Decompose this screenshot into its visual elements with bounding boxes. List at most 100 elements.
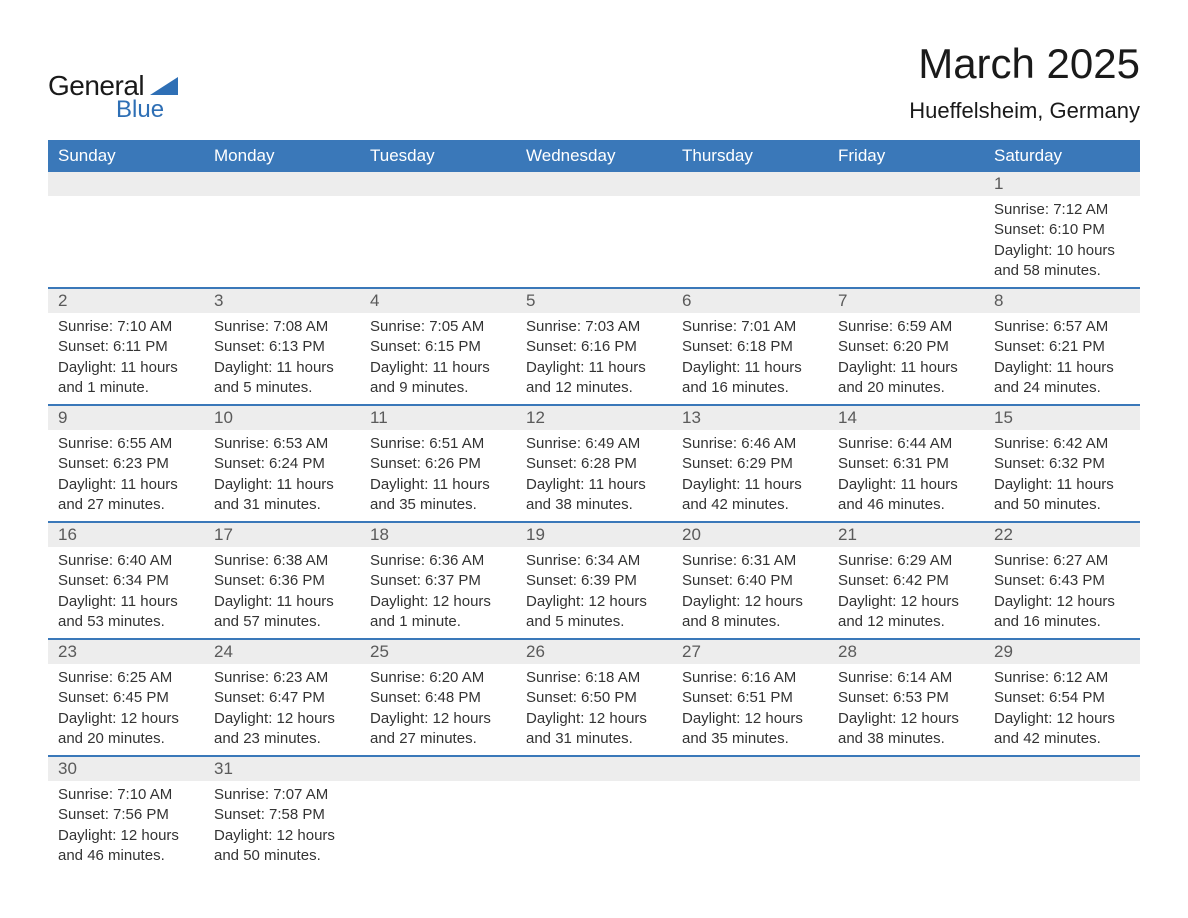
- sunset-text: Sunset: 6:10 PM: [994, 220, 1130, 240]
- day-number: 30: [48, 757, 204, 781]
- day-cell: Sunrise: 6:44 AMSunset: 6:31 PMDaylight:…: [828, 430, 984, 521]
- sunrise-text: Sunrise: 6:14 AM: [838, 668, 974, 688]
- sunrise-text: Sunrise: 6:34 AM: [526, 551, 662, 571]
- sunset-text: Sunset: 6:23 PM: [58, 454, 194, 474]
- sunset-text: Sunset: 7:58 PM: [214, 805, 350, 825]
- daylight-text: Daylight: 11 hours and 12 minutes.: [526, 358, 662, 399]
- daylight-text: Daylight: 11 hours and 20 minutes.: [838, 358, 974, 399]
- day-cell: Sunrise: 7:07 AMSunset: 7:58 PMDaylight:…: [204, 781, 360, 872]
- week-row: 1Sunrise: 7:12 AMSunset: 6:10 PMDaylight…: [48, 172, 1140, 287]
- sunset-text: Sunset: 6:39 PM: [526, 571, 662, 591]
- dow-header: Friday: [828, 140, 984, 172]
- daylight-text: Daylight: 11 hours and 42 minutes.: [682, 475, 818, 516]
- daylight-text: Daylight: 12 hours and 1 minute.: [370, 592, 506, 633]
- week-row: 9101112131415Sunrise: 6:55 AMSunset: 6:2…: [48, 404, 1140, 521]
- sunrise-text: Sunrise: 6:55 AM: [58, 434, 194, 454]
- sunrise-text: Sunrise: 6:20 AM: [370, 668, 506, 688]
- day-number: 26: [516, 640, 672, 664]
- day-number: 20: [672, 523, 828, 547]
- day-number: 29: [984, 640, 1140, 664]
- sunset-text: Sunset: 6:29 PM: [682, 454, 818, 474]
- dow-header: Sunday: [48, 140, 204, 172]
- daylight-text: Daylight: 11 hours and 38 minutes.: [526, 475, 662, 516]
- day-number: [516, 172, 672, 196]
- day-number: 2: [48, 289, 204, 313]
- day-cell: Sunrise: 7:12 AMSunset: 6:10 PMDaylight:…: [984, 196, 1140, 287]
- sunset-text: Sunset: 6:21 PM: [994, 337, 1130, 357]
- day-cell: [672, 781, 828, 872]
- header: General Blue March 2025 Hueffelsheim, Ge…: [48, 40, 1140, 134]
- sunrise-text: Sunrise: 6:53 AM: [214, 434, 350, 454]
- sunrise-text: Sunrise: 6:23 AM: [214, 668, 350, 688]
- day-cell: [360, 196, 516, 287]
- sunset-text: Sunset: 6:40 PM: [682, 571, 818, 591]
- week-row: 2345678Sunrise: 7:10 AMSunset: 6:11 PMDa…: [48, 287, 1140, 404]
- sunset-text: Sunset: 6:20 PM: [838, 337, 974, 357]
- sunset-text: Sunset: 6:47 PM: [214, 688, 350, 708]
- daylight-text: Daylight: 11 hours and 1 minute.: [58, 358, 194, 399]
- sunrise-text: Sunrise: 6:59 AM: [838, 317, 974, 337]
- sunset-text: Sunset: 6:32 PM: [994, 454, 1130, 474]
- daynum-row: 2345678: [48, 289, 1140, 313]
- daylight-text: Daylight: 12 hours and 35 minutes.: [682, 709, 818, 750]
- sunrise-text: Sunrise: 6:57 AM: [994, 317, 1130, 337]
- daylight-text: Daylight: 12 hours and 16 minutes.: [994, 592, 1130, 633]
- day-cell: Sunrise: 7:10 AMSunset: 7:56 PMDaylight:…: [48, 781, 204, 872]
- daylight-text: Daylight: 11 hours and 46 minutes.: [838, 475, 974, 516]
- day-cell: Sunrise: 7:10 AMSunset: 6:11 PMDaylight:…: [48, 313, 204, 404]
- day-cell: Sunrise: 6:23 AMSunset: 6:47 PMDaylight:…: [204, 664, 360, 755]
- daylight-text: Daylight: 12 hours and 42 minutes.: [994, 709, 1130, 750]
- sunrise-text: Sunrise: 6:29 AM: [838, 551, 974, 571]
- daylight-text: Daylight: 12 hours and 5 minutes.: [526, 592, 662, 633]
- daynum-row: 1: [48, 172, 1140, 196]
- sunrise-text: Sunrise: 7:01 AM: [682, 317, 818, 337]
- day-number: 31: [204, 757, 360, 781]
- daylight-text: Daylight: 11 hours and 27 minutes.: [58, 475, 194, 516]
- daylight-text: Daylight: 12 hours and 50 minutes.: [214, 826, 350, 867]
- sunrise-text: Sunrise: 7:08 AM: [214, 317, 350, 337]
- sunset-text: Sunset: 6:34 PM: [58, 571, 194, 591]
- sunrise-text: Sunrise: 6:51 AM: [370, 434, 506, 454]
- daylight-text: Daylight: 12 hours and 27 minutes.: [370, 709, 506, 750]
- sunrise-text: Sunrise: 6:42 AM: [994, 434, 1130, 454]
- sunrise-text: Sunrise: 6:49 AM: [526, 434, 662, 454]
- day-cell: Sunrise: 6:14 AMSunset: 6:53 PMDaylight:…: [828, 664, 984, 755]
- sunset-text: Sunset: 6:26 PM: [370, 454, 506, 474]
- daylight-text: Daylight: 10 hours and 58 minutes.: [994, 241, 1130, 282]
- weeks-container: 1Sunrise: 7:12 AMSunset: 6:10 PMDaylight…: [48, 172, 1140, 872]
- daylight-text: Daylight: 11 hours and 53 minutes.: [58, 592, 194, 633]
- week-row: 3031Sunrise: 7:10 AMSunset: 7:56 PMDayli…: [48, 755, 1140, 872]
- day-number: 4: [360, 289, 516, 313]
- sunset-text: Sunset: 6:42 PM: [838, 571, 974, 591]
- day-number: 9: [48, 406, 204, 430]
- dow-header: Wednesday: [516, 140, 672, 172]
- sunset-text: Sunset: 6:36 PM: [214, 571, 350, 591]
- day-cell: [48, 196, 204, 287]
- location: Hueffelsheim, Germany: [909, 98, 1140, 124]
- daynum-row: 9101112131415: [48, 406, 1140, 430]
- day-number: 1: [984, 172, 1140, 196]
- calendar: SundayMondayTuesdayWednesdayThursdayFrid…: [48, 140, 1140, 872]
- sunset-text: Sunset: 6:31 PM: [838, 454, 974, 474]
- day-number: [360, 757, 516, 781]
- daylight-text: Daylight: 11 hours and 50 minutes.: [994, 475, 1130, 516]
- day-cell: Sunrise: 6:29 AMSunset: 6:42 PMDaylight:…: [828, 547, 984, 638]
- day-number: [48, 172, 204, 196]
- sunrise-text: Sunrise: 6:27 AM: [994, 551, 1130, 571]
- month-title: March 2025: [909, 40, 1140, 88]
- day-cell: Sunrise: 7:05 AMSunset: 6:15 PMDaylight:…: [360, 313, 516, 404]
- day-cell: Sunrise: 6:42 AMSunset: 6:32 PMDaylight:…: [984, 430, 1140, 521]
- sunrise-text: Sunrise: 7:05 AM: [370, 317, 506, 337]
- sunrise-text: Sunrise: 7:10 AM: [58, 785, 194, 805]
- daylight-text: Daylight: 12 hours and 31 minutes.: [526, 709, 662, 750]
- sunset-text: Sunset: 7:56 PM: [58, 805, 194, 825]
- day-number: 16: [48, 523, 204, 547]
- sunset-text: Sunset: 6:43 PM: [994, 571, 1130, 591]
- sunset-text: Sunset: 6:28 PM: [526, 454, 662, 474]
- sunset-text: Sunset: 6:37 PM: [370, 571, 506, 591]
- day-number: 22: [984, 523, 1140, 547]
- day-cell: Sunrise: 6:31 AMSunset: 6:40 PMDaylight:…: [672, 547, 828, 638]
- sunrise-text: Sunrise: 6:36 AM: [370, 551, 506, 571]
- day-number: 6: [672, 289, 828, 313]
- day-number: 8: [984, 289, 1140, 313]
